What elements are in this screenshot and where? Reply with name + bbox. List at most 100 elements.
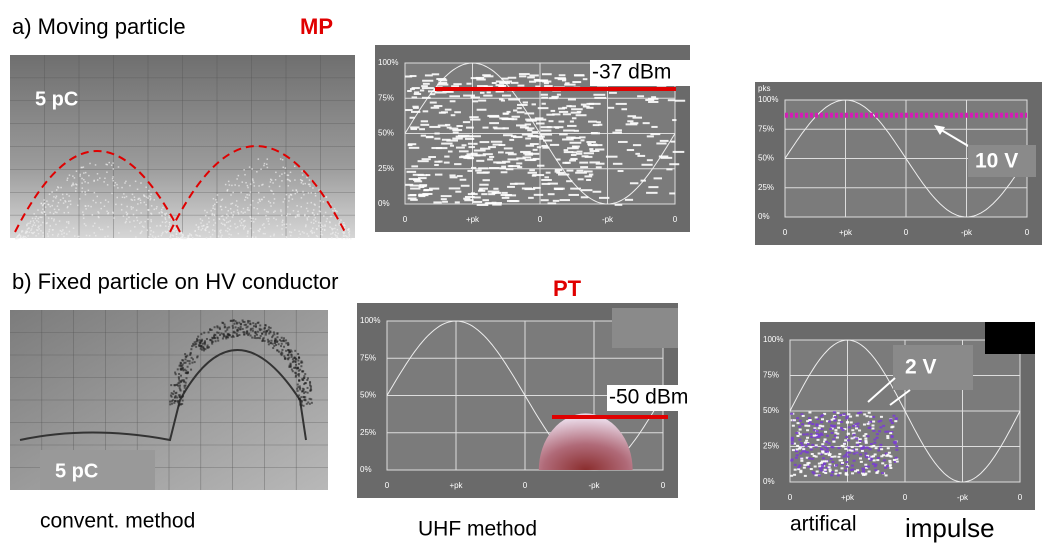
pd-noise: [627, 120, 634, 123]
pd-noise: [852, 433, 856, 436]
pd-noise: [577, 178, 584, 181]
pd-noise: [482, 153, 493, 156]
photo-noise: [254, 218, 257, 220]
pd-noise: [575, 114, 587, 117]
pd-noise: [803, 474, 807, 477]
photo-noise: [158, 212, 161, 214]
pd-noise: [807, 422, 811, 425]
pd-noise: [838, 453, 842, 456]
pd-noise: [866, 454, 870, 457]
photo-noise: [259, 228, 261, 231]
photo-noise: [305, 207, 308, 210]
pd-noise: [791, 449, 795, 452]
photo-noise: [183, 386, 186, 389]
pd-noise: [830, 427, 834, 430]
pd-noise: [507, 185, 515, 188]
photo-noise: [276, 225, 279, 227]
photo-noise: [93, 222, 96, 225]
photo-noise: [103, 205, 106, 208]
photo-noise: [300, 179, 303, 182]
pd-noise: [559, 199, 570, 202]
pd-noise: [543, 139, 553, 142]
photo-noise: [181, 235, 183, 238]
pd-noise: [844, 472, 848, 475]
photo-noise: [185, 369, 188, 372]
photo-noise: [196, 339, 199, 342]
pd-noise: [580, 196, 589, 199]
photo-noise: [343, 226, 346, 229]
photo-noise: [270, 342, 273, 345]
pd-noise: [823, 446, 827, 449]
photo-noise: [285, 193, 288, 196]
photo-noise: [164, 213, 166, 215]
photo-noise: [200, 222, 202, 224]
photo-noise: [174, 371, 177, 374]
pd-noise: [837, 455, 841, 458]
photo-noise: [253, 207, 255, 209]
photo-noise: [247, 334, 250, 337]
photo-noise: [246, 184, 249, 187]
pd-noise: [530, 135, 539, 138]
photo-noise: [252, 217, 254, 220]
pd-noise: [410, 187, 421, 190]
photo-noise: [181, 363, 184, 366]
pd-noise: [536, 164, 545, 167]
photo-noise: [100, 207, 102, 210]
photo-noise: [112, 176, 114, 178]
photo-noise: [61, 193, 64, 196]
photo-noise: [313, 222, 315, 225]
photo-noise: [32, 232, 34, 235]
photo-noise: [231, 202, 234, 205]
pd-noise: [473, 149, 486, 152]
photo-noise: [53, 196, 55, 198]
pd-noise: [800, 413, 804, 416]
photo-noise: [107, 212, 109, 215]
photo-noise: [287, 353, 290, 356]
pd-noise: [563, 151, 574, 154]
photo-noise: [37, 217, 40, 220]
pd-noise: [832, 440, 836, 443]
photo-noise: [276, 340, 279, 343]
photo-noise: [304, 213, 306, 216]
level-bg: [590, 60, 708, 86]
photo-noise: [335, 237, 338, 239]
pd-noise: [526, 119, 537, 122]
photo-noise: [299, 233, 302, 235]
pd-noise: [838, 472, 842, 475]
photo-noise: [313, 219, 315, 221]
photo-noise: [172, 230, 174, 232]
pd-noise: [825, 434, 829, 437]
photo-noise: [225, 229, 227, 232]
pd-noise: [881, 462, 885, 465]
pd-noise: [420, 134, 427, 137]
pd-noise: [895, 448, 899, 451]
photo-noise: [268, 217, 270, 220]
photo-noise: [228, 326, 231, 329]
photo-noise: [269, 331, 272, 334]
photo-noise: [344, 224, 346, 227]
pd-noise: [444, 155, 450, 158]
level-label: -50 dBm: [609, 386, 688, 409]
pd-noise: [449, 100, 456, 103]
photo-noise: [61, 230, 63, 233]
photo-noise: [192, 342, 195, 345]
pd-noise: [893, 460, 897, 463]
pd-noise: [594, 96, 607, 99]
photo-noise: [227, 333, 230, 336]
photo-noise: [268, 223, 270, 225]
photo-noise: [235, 204, 237, 207]
photo-noise: [227, 215, 229, 217]
photo-noise: [20, 231, 23, 233]
photo-noise: [56, 211, 58, 214]
pd-noise: [815, 470, 819, 473]
pd-noise: [806, 442, 810, 445]
photo-noise: [187, 235, 189, 237]
pd-noise: [466, 153, 474, 156]
pd-noise: [822, 470, 826, 473]
photo-noise: [133, 196, 136, 198]
photo-noise: [346, 235, 348, 238]
pd-noise: [572, 81, 582, 84]
pd-noise: [583, 170, 593, 173]
photo-noise: [36, 229, 39, 232]
photo-noise: [224, 223, 226, 226]
